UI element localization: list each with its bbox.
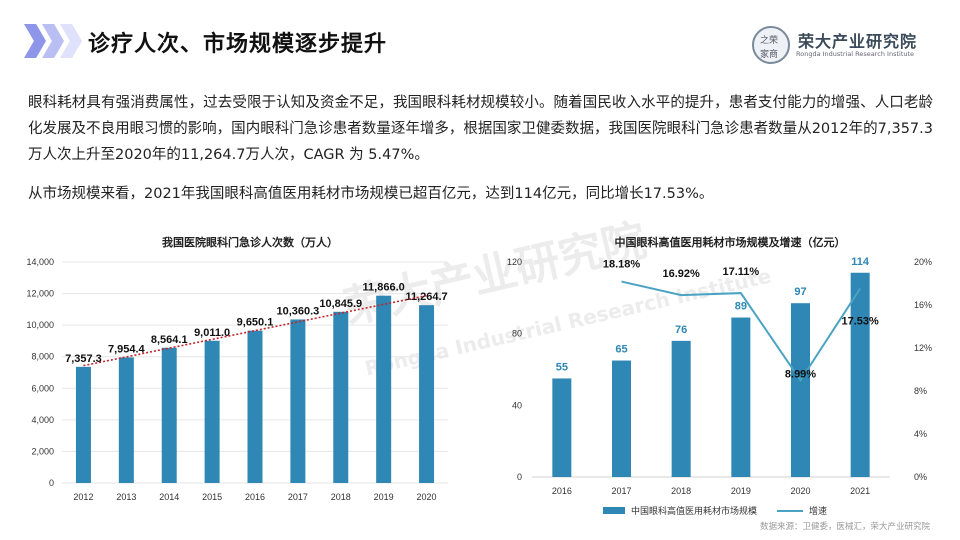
legend-line-label: 增速 xyxy=(809,507,828,517)
growth-label: 8.99% xyxy=(785,368,816,380)
bar xyxy=(552,378,572,477)
data-label: 11,866.0 xyxy=(363,282,405,294)
logo: 之荣 家商 荣大产业研究院 Rongda Industrial Research… xyxy=(752,26,942,66)
growth-line xyxy=(621,280,862,383)
data-label: 65 xyxy=(615,344,627,356)
page-title: 诊疗人次、市场规模逐步提升 xyxy=(88,32,388,57)
market-chart: 0 40 80 120 0% 4% 8% 12% 16% 20% 2016 55 2017 65 2018 7… xyxy=(507,256,932,496)
bar xyxy=(376,295,392,483)
bar xyxy=(118,357,134,483)
chevron-icon xyxy=(24,24,46,58)
data-label: 7,954.4 xyxy=(108,343,146,355)
data-label: 7,357.3 xyxy=(65,353,102,365)
x-tick-label: 2020 xyxy=(790,486,810,496)
x-tick-label: 2013 xyxy=(116,492,136,502)
legend: 中国眼科高值医用耗材市场规模 增速 xyxy=(603,504,827,517)
data-label: 11,264.7 xyxy=(405,291,447,303)
growth-label: 17.11% xyxy=(722,266,759,278)
x-tick-label: 2018 xyxy=(671,486,691,496)
legend-bar-swatch xyxy=(603,507,625,514)
logo-text: 荣大产业研究院 xyxy=(798,32,918,51)
data-label: 8,564.1 xyxy=(151,334,188,346)
y-left-tick-label: 80 xyxy=(512,329,522,339)
bar xyxy=(290,319,306,483)
growth-label: 16.92% xyxy=(663,268,701,280)
y-tick-label: 6,000 xyxy=(31,383,54,393)
x-tick-label: 2016 xyxy=(245,492,265,502)
visits-chart: 0 2,000 4,000 6,000 8,000 10,000 12,000 14,000 2… xyxy=(26,257,448,502)
bar xyxy=(75,366,91,483)
y-tick-label: 12,000 xyxy=(26,289,54,299)
y-tick-label: 10,000 xyxy=(26,320,54,330)
x-tick-label: 2018 xyxy=(331,492,351,502)
growth-label: 18.18% xyxy=(603,259,641,271)
y-left-tick-label: 120 xyxy=(507,257,522,267)
y-right-tick-label: 20% xyxy=(914,257,932,267)
chart-title-right: 中国眼科高值医用耗材市场规模及增速（亿元） xyxy=(614,236,846,249)
y-tick-label: 2,000 xyxy=(31,446,54,456)
header: 诊疗人次、市场规模逐步提升 之荣 家商 荣大产业研究院 Rongda Indus… xyxy=(0,0,960,82)
bar xyxy=(671,340,691,477)
data-label: 76 xyxy=(675,324,687,336)
data-label: 10,360.3 xyxy=(276,305,319,317)
growth-label: 17.53% xyxy=(842,316,880,328)
x-tick-label: 2014 xyxy=(159,492,179,502)
bar xyxy=(204,340,220,483)
data-label: 10,845.9 xyxy=(319,298,362,310)
y-right-tick-label: 12% xyxy=(914,343,932,353)
paragraph-intro: 眼科耗材具有强消费属性，过去受限于认知及资金不足，我国眼科耗材规模较小。随着国民… xyxy=(28,95,933,163)
x-tick-label: 2019 xyxy=(374,492,394,502)
chart-title-left: 我国医院眼科门急诊人次数（万人） xyxy=(162,236,338,249)
data-label: 9,650.1 xyxy=(237,317,274,329)
data-label: 55 xyxy=(556,361,568,373)
y-right-tick-label: 0% xyxy=(914,472,927,482)
y-tick-label: 0 xyxy=(49,478,54,488)
x-tick-label: 2012 xyxy=(73,492,93,502)
x-tick-label: 2021 xyxy=(850,486,870,496)
chevron-icon xyxy=(42,24,64,58)
x-tick-label: 2019 xyxy=(731,486,751,496)
y-left-tick-label: 0 xyxy=(517,472,522,482)
bar xyxy=(333,311,349,483)
y-tick-label: 4,000 xyxy=(31,415,54,425)
bar xyxy=(247,330,263,483)
y-tick-label: 14,000 xyxy=(26,257,54,267)
logo-subtext: Rongda Industrial Research Institute xyxy=(796,50,915,58)
legend-line-swatch xyxy=(777,509,804,512)
x-tick-label: 2015 xyxy=(202,492,222,502)
x-tick-label: 2017 xyxy=(611,486,631,496)
source-note: 数据来源：卫健委，医械汇，荣大产业研究院 xyxy=(759,522,930,532)
bar xyxy=(612,360,631,477)
legend-bar-label: 中国眼科高值医用耗材市场规模 xyxy=(631,507,758,517)
x-tick-label: 2016 xyxy=(552,486,572,496)
bar xyxy=(731,317,751,477)
y-left-tick-label: 40 xyxy=(512,400,522,410)
data-label: 9,011.0 xyxy=(194,327,230,339)
paragraph-market: 从市场规模来看，2021年我国眼科高值医用耗材市场规模已超百亿元，达到114亿元… xyxy=(28,186,714,202)
y-right-tick-label: 4% xyxy=(914,429,927,439)
bar xyxy=(791,303,810,477)
data-label: 89 xyxy=(735,301,747,313)
x-tick-label: 2020 xyxy=(417,492,437,502)
y-right-tick-label: 8% xyxy=(914,386,927,396)
x-tick-label: 2017 xyxy=(288,492,308,502)
y-right-tick-label: 16% xyxy=(914,300,932,310)
data-label: 114 xyxy=(851,256,870,268)
chevron-icon xyxy=(60,24,82,58)
bar xyxy=(161,347,177,483)
data-label: 97 xyxy=(794,286,806,298)
y-tick-label: 8,000 xyxy=(31,352,54,362)
bar xyxy=(850,272,870,477)
seal-icon: 之荣 家商 xyxy=(752,26,790,64)
bar xyxy=(419,305,435,483)
